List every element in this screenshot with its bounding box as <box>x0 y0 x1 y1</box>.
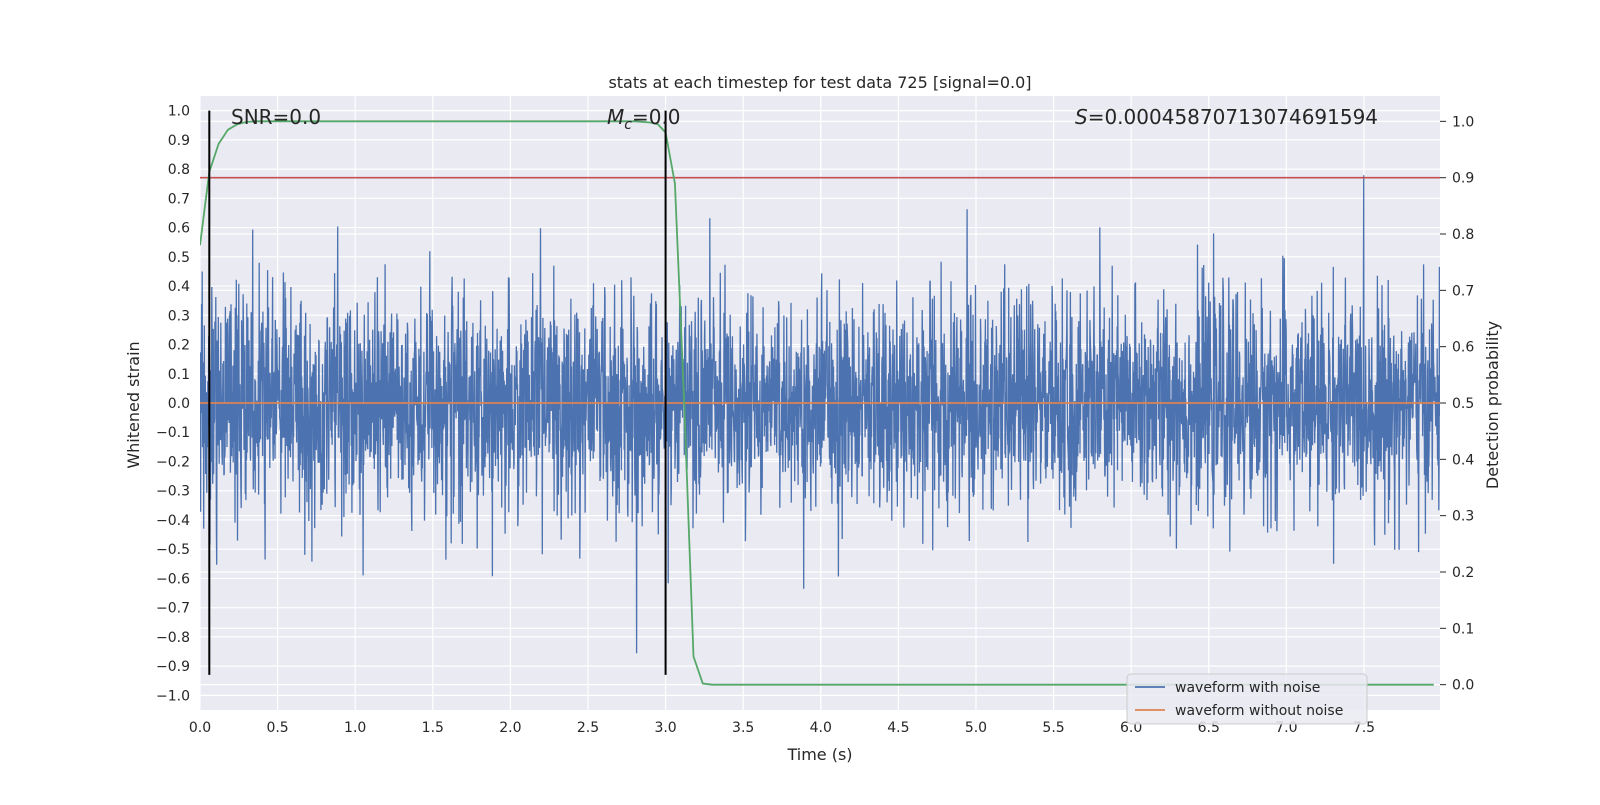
y-axis-right-label: Detection probability <box>1483 321 1502 489</box>
series-detection-probability <box>200 120 1434 686</box>
y-right-tick-label: 0.4 <box>1452 452 1474 468</box>
x-tick-label: 0.5 <box>266 720 288 736</box>
y-left-tick-label: 0.6 <box>168 221 190 237</box>
y-left-tick-label: 0.0 <box>168 396 190 412</box>
x-tick-label: 2.0 <box>499 720 521 736</box>
annotation-s-value: =0.00045870713074691594 <box>1088 105 1378 129</box>
x-tick-label: 3.0 <box>654 720 676 736</box>
y-left-tick-label: 0.9 <box>168 133 190 149</box>
y-left-tick-label: 1.0 <box>168 104 190 120</box>
annotation-s-score: S=0.00045870713074691594 <box>1075 105 1378 129</box>
x-tick-label: 3.5 <box>732 720 754 736</box>
x-axis-ticks: 0.0 0.5 1.0 1.5 2.0 2.5 3.0 3.5 4.0 4.5 5.0 5.5 6.0 6… <box>189 720 1375 736</box>
y-right-tick-label: 0.5 <box>1452 396 1474 412</box>
x-tick-label: 4.5 <box>887 720 909 736</box>
legend-frame <box>1126 673 1368 725</box>
series-waveform-with-noise <box>200 175 1440 654</box>
x-tick-label: 2.5 <box>577 720 599 736</box>
y-axis-left-ticks: 1.0 0.9 0.8 0.7 0.6 0.5 0.4 0.3 0.2 0.1 0.0 −0.1 −0.… <box>156 104 190 705</box>
y-left-tick-label: −0.8 <box>156 630 190 646</box>
x-tick-label: 1.0 <box>344 720 366 736</box>
y-left-tick-label: −1.0 <box>156 688 190 704</box>
x-axis-label: Time (s) <box>786 745 852 764</box>
y-right-tick-label: 0.6 <box>1452 340 1474 356</box>
annotation-chirp-mass-subscript: c <box>624 117 632 133</box>
legend: waveform with noise waveform without noi… <box>1126 673 1368 725</box>
y-left-tick-label: −0.9 <box>156 659 190 675</box>
y-left-tick-label: 0.4 <box>168 279 190 295</box>
annotation-chirp-mass-value: =0.0 <box>632 105 681 129</box>
y-left-tick-label: −0.7 <box>156 601 190 617</box>
y-right-tick-label: 0.0 <box>1452 678 1474 694</box>
x-tick-label: 0.0 <box>189 720 211 736</box>
y-left-tick-label: −0.1 <box>156 425 190 441</box>
annotation-chirp-mass-symbol: M <box>607 105 624 129</box>
y-right-tick-label: 0.8 <box>1452 227 1474 243</box>
y-left-tick-label: −0.2 <box>156 454 190 470</box>
y-right-tick-label: 0.9 <box>1452 171 1474 187</box>
chart-title: stats at each timestep for test data 725… <box>608 73 1031 92</box>
x-tick-label: 5.5 <box>1042 720 1064 736</box>
y-left-tick-label: 0.7 <box>168 191 190 207</box>
y-right-tick-label: 0.2 <box>1452 565 1474 581</box>
y-axis-left-label: Whitened strain <box>124 341 143 468</box>
y-left-tick-label: −0.5 <box>156 542 190 558</box>
y-axis-right-ticks: 1.0 0.9 0.8 0.7 0.6 0.5 0.4 0.3 0.2 0.1 0.0 <box>1440 114 1474 694</box>
x-tick-label: 1.5 <box>422 720 444 736</box>
y-right-tick-label: 0.3 <box>1452 509 1474 525</box>
y-left-tick-label: −0.3 <box>156 484 190 500</box>
x-tick-label: 4.0 <box>810 720 832 736</box>
y-right-tick-label: 1.0 <box>1452 114 1474 130</box>
annotation-s-symbol: S <box>1075 105 1088 129</box>
y-left-tick-label: 0.1 <box>168 367 190 383</box>
x-tick-label: 5.0 <box>965 720 987 736</box>
legend-label-with-noise: waveform with noise <box>1175 680 1320 696</box>
y-right-tick-label: 0.1 <box>1452 621 1474 637</box>
y-left-tick-label: −0.4 <box>156 513 190 529</box>
annotation-chirp-mass: Mc=0.0 <box>607 105 681 133</box>
legend-label-without-noise: waveform without noise <box>1175 703 1343 719</box>
vertical-markers <box>208 110 667 675</box>
y-left-tick-label: 0.8 <box>168 162 190 178</box>
y-left-tick-label: 0.5 <box>168 250 190 266</box>
y-left-tick-label: 0.3 <box>168 308 190 324</box>
y-left-tick-label: 0.2 <box>168 338 190 354</box>
y-left-tick-label: −0.6 <box>156 571 190 587</box>
annotation-snr: SNR=0.0 <box>231 105 321 129</box>
y-right-tick-label: 0.7 <box>1452 283 1474 299</box>
